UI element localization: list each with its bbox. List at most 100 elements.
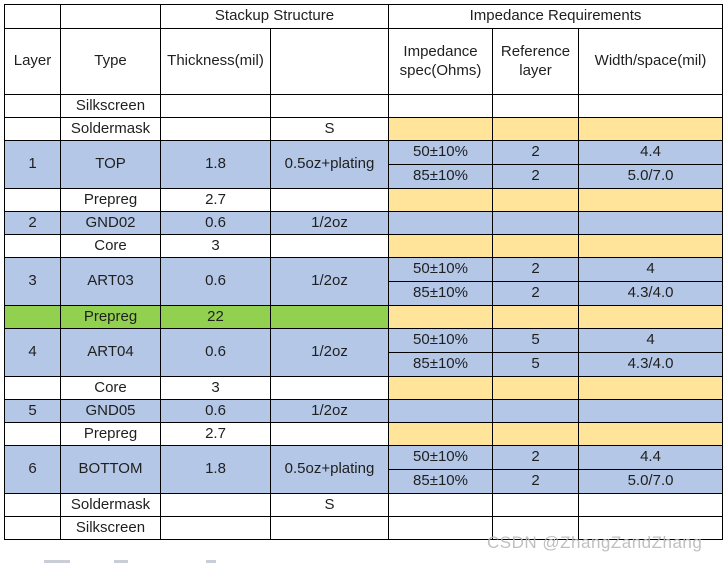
reference-layer-cell <box>492 188 580 212</box>
impedance-spec-cell <box>388 305 494 329</box>
thickness-cell <box>160 493 271 517</box>
thickness-cell: 3 <box>160 234 271 258</box>
impedance-spec-cell <box>388 399 494 423</box>
group-header-empty-0 <box>4 4 61 29</box>
impedance-spec-cell <box>388 493 494 517</box>
group-header-stackup-structure: Stackup Structure <box>159 4 390 29</box>
process-cell: 1/2oz <box>269 257 390 306</box>
width-space-cell <box>578 305 724 329</box>
width-space-cell: 4.3/4.0 <box>578 352 724 377</box>
process-cell: 1/2oz <box>269 328 390 377</box>
type-cell: ART03 <box>60 257 161 306</box>
process-cell <box>269 188 390 212</box>
reference-layer-cell <box>492 516 580 540</box>
layer-cell <box>4 234 61 258</box>
width-space-cell <box>578 376 724 400</box>
thickness-cell: 22 <box>160 305 271 329</box>
layer-cell <box>4 94 61 118</box>
width-space-cell <box>578 422 724 446</box>
reference-layer-cell: 2 <box>492 469 580 494</box>
width-space-cell: 4.4 <box>578 140 724 165</box>
table-row: 6 BOTTOM 1.8 0.5oz+plating 50±10% 2 4.4 <box>4 445 724 494</box>
thickness-cell <box>160 516 271 540</box>
thickness-cell: 1.8 <box>160 445 271 494</box>
thickness-cell: 0.6 <box>160 328 271 377</box>
layer-cell: 1 <box>4 140 61 189</box>
thickness-cell <box>160 94 271 118</box>
type-cell: Core <box>60 234 161 258</box>
table-row: Soldermask S <box>4 493 724 517</box>
col-header-impedance-spec: Impedance spec(Ohms) <box>388 28 494 95</box>
impedance-spec-cell: 50±10% <box>388 445 494 470</box>
table-row: 4 ART04 0.6 1/2oz 50±10% 5 4 <box>4 328 724 377</box>
process-cell <box>269 376 390 400</box>
impedance-spec-cell: 50±10% <box>388 140 494 165</box>
reference-layer-cell: 2 <box>492 164 580 189</box>
impedance-spec-cell <box>388 422 494 446</box>
thickness-cell: 3 <box>160 376 271 400</box>
process-cell: 0.5oz+plating <box>269 140 390 189</box>
impedance-spec-cell: 85±10% <box>388 469 494 494</box>
table-row: 3 ART03 0.6 1/2oz 50±10% 2 4 <box>4 257 724 306</box>
table-header: Stackup Structure Impedance Requirements L… <box>4 4 724 95</box>
table-row: 1 TOP 1.8 0.5oz+plating 50±10% 2 4.4 <box>4 140 724 189</box>
type-cell: Prepreg <box>60 422 161 446</box>
table-row: Prepreg 2.7 <box>4 188 724 212</box>
layer-cell <box>4 422 61 446</box>
type-cell: GND02 <box>60 211 161 235</box>
col-header-process <box>269 28 390 95</box>
col-header-width-space: Width/space(mil) <box>578 28 724 95</box>
table-row: Soldermask S <box>4 117 724 141</box>
type-cell: TOP <box>60 140 161 189</box>
layer-cell <box>4 516 61 540</box>
process-cell <box>269 94 390 118</box>
table-row: Prepreg 22 <box>4 305 724 329</box>
impedance-spec-cell <box>388 211 494 235</box>
group-header-empty-1 <box>60 4 161 29</box>
layer-cell <box>4 493 61 517</box>
table-row: 85±10% 5 4.3/4.0 <box>5 352 724 377</box>
col-header-reference-layer: Reference layer <box>492 28 580 95</box>
reference-layer-cell: 5 <box>492 352 580 377</box>
column-header-row: Layer Type Thickness(mil) Impedance spec(Oh… <box>4 28 724 95</box>
reference-layer-cell: 5 <box>492 328 580 353</box>
process-cell <box>269 422 390 446</box>
reference-layer-cell: 2 <box>492 140 580 165</box>
header-group-row: Stackup Structure Impedance Requirements <box>4 4 724 29</box>
reference-layer-cell <box>492 94 580 118</box>
layer-cell <box>4 117 61 141</box>
reference-layer-cell <box>492 117 580 141</box>
layer-cell: 6 <box>4 445 61 494</box>
type-cell: Prepreg <box>60 305 161 329</box>
layer-cell <box>4 376 61 400</box>
width-space-cell: 4.3/4.0 <box>578 281 724 306</box>
table-row: 85±10% 2 5.0/7.0 <box>5 164 724 189</box>
process-cell: S <box>269 493 390 517</box>
type-cell: Prepreg <box>60 188 161 212</box>
width-space-cell: 4 <box>578 257 724 282</box>
reference-layer-cell <box>492 422 580 446</box>
process-cell: 1/2oz <box>269 211 390 235</box>
clipped-text-artifact <box>114 560 128 563</box>
thickness-cell <box>160 117 271 141</box>
group-header-impedance-requirements: Impedance Requirements <box>388 4 724 29</box>
process-cell: S <box>269 117 390 141</box>
process-cell <box>269 516 390 540</box>
col-header-layer: Layer <box>4 28 61 95</box>
width-space-cell <box>578 516 724 540</box>
impedance-spec-cell <box>388 117 494 141</box>
type-cell: Silkscreen <box>60 94 161 118</box>
width-space-cell: 5.0/7.0 <box>578 469 724 494</box>
reference-layer-cell <box>492 305 580 329</box>
impedance-spec-cell: 85±10% <box>388 164 494 189</box>
table-row: 5 GND05 0.6 1/2oz <box>4 399 724 423</box>
width-space-cell <box>578 117 724 141</box>
process-cell: 0.5oz+plating <box>269 445 390 494</box>
thickness-cell: 2.7 <box>160 188 271 212</box>
pcb-stackup-table: Stackup Structure Impedance Requirements L… <box>4 4 724 540</box>
width-space-cell <box>578 234 724 258</box>
layer-cell <box>4 305 61 329</box>
width-space-cell <box>578 188 724 212</box>
thickness-cell: 1.8 <box>160 140 271 189</box>
